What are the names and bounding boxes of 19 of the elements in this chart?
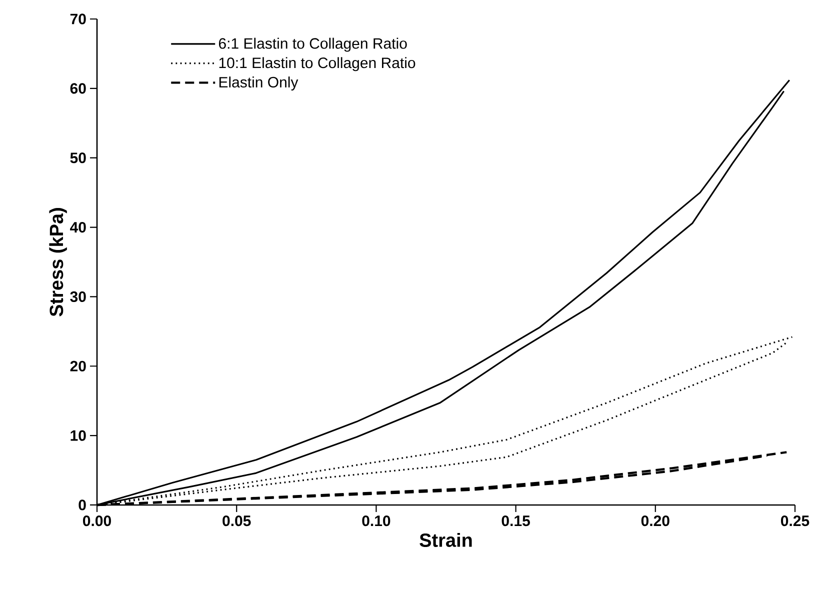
legend-label: 6:1 Elastin to Collagen Ratio — [218, 38, 407, 52]
x-tick-label: 0.05 — [222, 516, 251, 526]
x-tick-label: 0.15 — [502, 516, 530, 526]
x-tick-label: 0.10 — [362, 516, 390, 526]
y-axis-title: Stress (kPa) — [49, 208, 67, 316]
y-tick-label: 0 — [78, 500, 86, 510]
x-tick-label: 0.25 — [780, 516, 810, 526]
legend-label: Elastin Only — [219, 76, 298, 90]
x-axis-title: Strain — [420, 533, 472, 547]
y-tick-label: 30 — [70, 291, 86, 302]
y-tick-label: 60 — [70, 83, 86, 94]
x-tick-label: 0.00 — [83, 516, 111, 526]
y-tick-label: 20 — [70, 360, 86, 372]
y-tick-label: 70 — [70, 14, 86, 24]
legend-label: 10:1 Elastin to Collagen Ratio — [219, 57, 416, 72]
x-tick-label: 0.20 — [641, 516, 670, 526]
y-tick-label: 10 — [70, 430, 86, 441]
y-tick-label: 40 — [70, 222, 86, 233]
y-tick-label: 50 — [70, 152, 86, 164]
